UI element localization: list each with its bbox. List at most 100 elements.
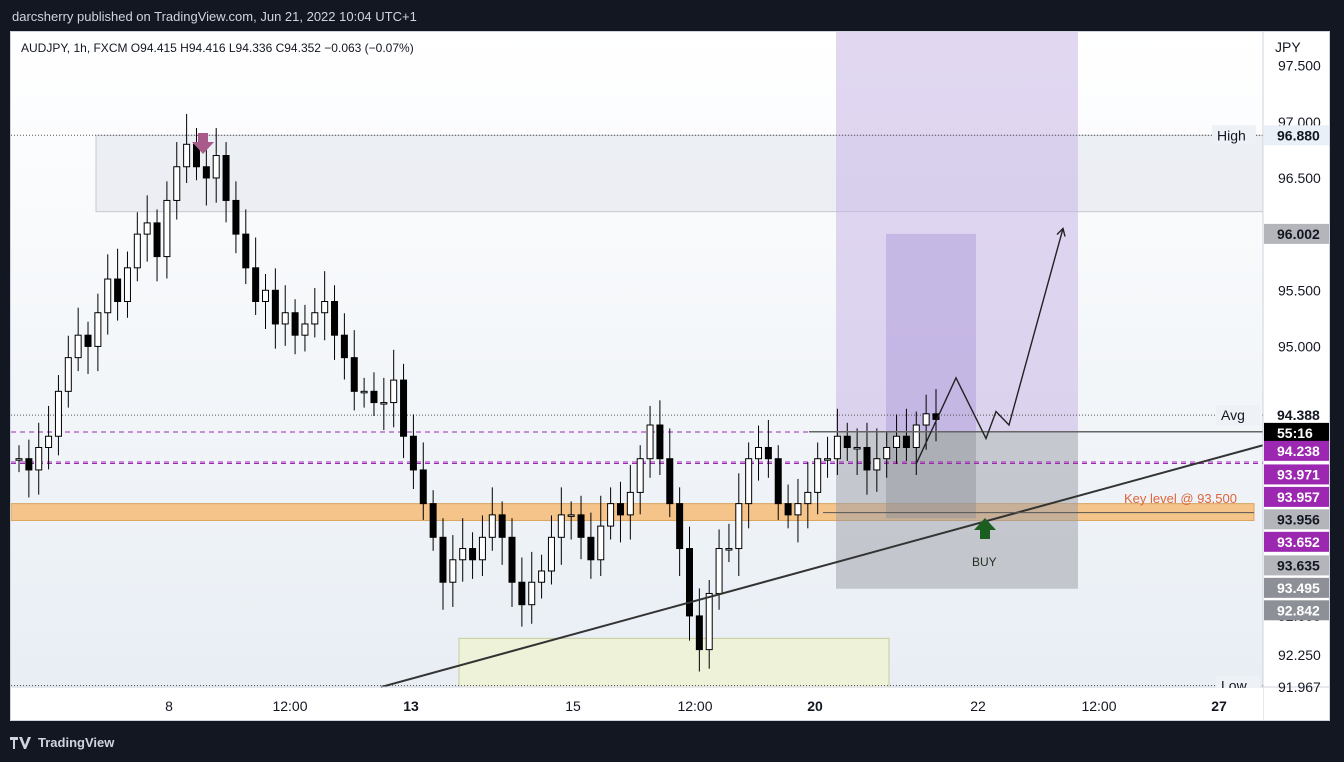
candle-body — [666, 458, 674, 505]
candle-body — [15, 458, 23, 461]
avg-tag-box — [1216, 405, 1260, 426]
candle-body — [488, 514, 496, 538]
candle-body — [321, 301, 329, 314]
candle-body — [252, 267, 260, 303]
price-label-text: 93.635 — [1277, 557, 1320, 573]
candle-body — [419, 469, 427, 505]
price-label-text: 94.388 — [1277, 407, 1320, 423]
candle-body — [301, 323, 309, 336]
candle-body — [676, 503, 684, 550]
candle-body — [54, 390, 62, 437]
candle-body — [883, 446, 891, 460]
price-tick-label: 95.000 — [1278, 338, 1321, 354]
projection-path — [915, 228, 1064, 465]
candle-body — [912, 424, 920, 448]
candle-body — [114, 278, 122, 303]
price-label-text: 93.971 — [1277, 466, 1320, 482]
candle-body — [853, 446, 861, 450]
price-label-box — [1264, 509, 1329, 530]
candle-body — [695, 615, 703, 651]
candle-body — [794, 503, 802, 516]
price-label-text: 96.002 — [1277, 226, 1320, 242]
candle-body — [74, 334, 82, 359]
price-label-box — [1264, 223, 1329, 244]
buy-label: BUY — [972, 555, 997, 569]
footer-brand: TradingView — [38, 735, 115, 750]
price-tick-label: 91.967 — [1278, 679, 1321, 695]
price-tick-label: 96.500 — [1278, 170, 1321, 186]
candle-body — [755, 446, 763, 460]
long-stop-zone — [836, 431, 1078, 589]
publisher-line: darcsherry published on TradingView.com,… — [12, 9, 417, 24]
candle-body — [271, 289, 279, 325]
candle-body — [478, 536, 486, 561]
candles-layer — [15, 113, 940, 672]
avg-tag: Avg — [1221, 407, 1245, 423]
tradingview-logo[interactable]: TradingView — [10, 735, 114, 750]
price-label-box — [1264, 600, 1329, 621]
candle-body — [183, 143, 191, 168]
price-axis[interactable]: 97.50097.00096.50095.50095.00092.60092.2… — [11, 32, 1330, 721]
candle-body — [932, 413, 940, 420]
candle-body — [469, 548, 477, 561]
chart-frame[interactable]: BUY Key level @ 93.500 97.500 97.000 96.500… — [10, 31, 1330, 721]
candle-body — [409, 435, 417, 471]
chart-canvas[interactable]: BUY Key level @ 93.500 97.50097.00096.500… — [11, 32, 1330, 721]
time-axis[interactable]: 8 12:00 13 15 12:00 20 22 12:00 27 — [11, 688, 1263, 721]
candle-body — [745, 458, 753, 505]
candle-body — [873, 458, 881, 471]
candle-body — [597, 525, 605, 561]
time-tick-label: 12:00 — [272, 698, 307, 714]
candle-body — [922, 413, 930, 426]
price-label-box — [1264, 405, 1329, 426]
candle-body — [84, 334, 92, 347]
publish-header: darcsherry published on TradingView.com,… — [0, 0, 1344, 31]
drawings-layer: BUY Key level @ 93.500 — [192, 133, 1264, 688]
demand-zone — [458, 637, 890, 688]
candle-body — [804, 491, 812, 505]
price-label-text: 93.957 — [1277, 489, 1320, 505]
candle-body — [104, 278, 112, 314]
candle-body — [547, 536, 555, 572]
candle-body — [528, 581, 536, 606]
candle-body — [459, 548, 467, 561]
candle-body — [636, 458, 644, 493]
time-axis-bg — [11, 688, 1263, 720]
price-label-box — [1264, 486, 1329, 507]
buy-arrow-icon — [974, 518, 996, 539]
time-tick-label: 15 — [565, 698, 581, 714]
candle-body — [281, 312, 289, 325]
candle-body — [577, 514, 585, 538]
price-label-text: 96.880 — [1277, 127, 1320, 143]
price-label-box — [1264, 125, 1329, 146]
candle-body — [232, 199, 240, 235]
trendline — [380, 444, 1264, 688]
candle-body — [291, 312, 299, 336]
candle-body — [45, 435, 53, 448]
price-label-text: 93.652 — [1277, 534, 1320, 550]
candle-body — [705, 592, 713, 651]
key-level-label: Key level @ 93.500 — [1124, 491, 1237, 506]
price-label-box — [1264, 577, 1329, 598]
candle-body — [587, 536, 595, 561]
time-tick-label: 13 — [403, 698, 419, 714]
candle-body — [370, 390, 378, 404]
candle-body — [725, 548, 733, 551]
candle-body — [153, 222, 161, 258]
high-tag-box — [1212, 125, 1256, 146]
candle-body — [735, 503, 743, 550]
candle-body — [646, 424, 654, 460]
candle-body — [824, 458, 832, 461]
candle-body — [784, 503, 792, 516]
candle-body — [64, 357, 72, 392]
footer-bar — [0, 722, 1344, 762]
inner-target-zone — [886, 233, 976, 432]
time-tick-label: 22 — [970, 698, 986, 714]
projection-arrow-head — [1056, 227, 1066, 237]
candle-body — [163, 199, 171, 258]
time-tick-label: 20 — [807, 698, 823, 714]
price-label-box — [1264, 555, 1329, 576]
currency-label: JPY — [1275, 39, 1301, 55]
price-tick-label: 97.500 — [1278, 58, 1321, 74]
candle-body — [35, 446, 43, 471]
